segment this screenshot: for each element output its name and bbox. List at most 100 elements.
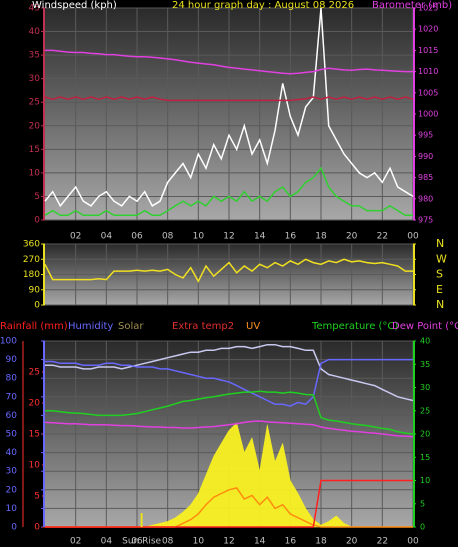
y2-tick-label: 1000	[418, 110, 438, 119]
y-tick-label: 90	[6, 355, 18, 365]
x-tick-label: 10	[193, 537, 205, 547]
y2-tick-label: S	[436, 268, 443, 281]
sunrise-label: Sun Rise	[122, 537, 161, 547]
y-tick-label: 25	[29, 98, 40, 108]
y2-tick-label: 5	[420, 499, 425, 508]
x-tick-label: 16	[285, 232, 297, 242]
y2-tick-label: 40	[420, 337, 430, 346]
line	[45, 49, 413, 75]
y-tick-label: 270	[23, 255, 40, 265]
x-tick-label: 18	[315, 232, 327, 242]
y2-tick-label: 15	[420, 453, 430, 462]
y-tick-label: 0	[34, 301, 40, 311]
y-tick-label: 35	[29, 51, 40, 61]
y-tick-label: 80	[6, 374, 18, 384]
line	[44, 166, 413, 217]
y2-tick-label: W	[436, 252, 447, 265]
x-tick-label: 16	[285, 537, 297, 547]
x-tick-label: 14	[254, 537, 266, 547]
barometer-label: Barometer (mb)	[372, 0, 452, 11]
x-tick-label: 14	[254, 232, 266, 242]
y-tick-label: 10	[29, 168, 41, 178]
header-dew: Dew Point (°C)	[392, 321, 458, 332]
y-tick-label: 20	[6, 485, 18, 495]
y-tick-label: 40	[29, 27, 41, 37]
y3-tick-label: 25	[29, 368, 40, 378]
chart-title: 24 hour graph day : August 08 2026	[172, 0, 354, 11]
y-tick-label: 15	[29, 145, 40, 155]
line	[45, 358, 413, 407]
y3-tick-label: 20	[29, 399, 41, 409]
y2-tick-label: 0	[420, 523, 425, 532]
y2-tick-label: 985	[418, 173, 433, 182]
line	[44, 96, 414, 102]
x-tick-label: 06	[131, 537, 143, 547]
y2-tick-label: 995	[418, 131, 433, 140]
x-tick-label: 18	[315, 537, 327, 547]
y2-tick-label: 1010	[418, 67, 438, 76]
y-tick-label: 360	[23, 240, 40, 250]
y2-tick-label: 20	[420, 430, 430, 439]
y2-tick-label: 10	[420, 476, 430, 485]
x-tick-label: 12	[223, 232, 234, 242]
y2-tick-label: 1020	[418, 25, 438, 34]
y2-tick-label: 980	[418, 194, 433, 203]
line	[45, 479, 413, 528]
y2-tick-label: 1005	[418, 88, 438, 97]
x-tick-label: 04	[101, 232, 113, 242]
y-tick-label: 60	[6, 411, 18, 421]
y-tick-label: 50	[6, 430, 18, 440]
y-tick-label: 0	[11, 523, 17, 533]
y-tick-label: 30	[29, 74, 41, 84]
header-temp: Temperature (°C)	[311, 321, 398, 332]
y-tick-label: 100	[0, 337, 17, 347]
x-tick-label: 06	[131, 232, 143, 242]
y2-tick-label: 30	[420, 383, 430, 392]
y2-tick-label: 35	[420, 360, 430, 369]
line	[45, 390, 414, 435]
x-tick-label: 12	[223, 537, 234, 547]
y2-tick-label: N	[436, 237, 444, 250]
y-tick-label: 5	[34, 192, 40, 202]
plots: 02 04 06 08 10 12 14 16 18 20 22 000510152025303540…	[0, 4, 447, 547]
y-tick-label: 70	[6, 392, 18, 402]
x-tick-label: 22	[377, 232, 388, 242]
line	[44, 7, 414, 208]
y-tick-label: 10	[6, 504, 18, 514]
line	[44, 420, 414, 438]
x-tick-label: 00	[407, 232, 419, 242]
y-tick-label: 45	[29, 4, 40, 14]
x-tick-label: 04	[101, 537, 113, 547]
y2-tick-label: 25	[420, 406, 430, 415]
x-tick-label: 22	[377, 537, 388, 547]
line	[45, 343, 414, 402]
y2-tick-label: 975	[418, 216, 433, 225]
wind-label: Windspeed (kph)	[32, 0, 117, 11]
header-uv: UV	[246, 321, 260, 332]
x-tick-label: 02	[70, 232, 81, 242]
line	[44, 258, 413, 283]
y-tick-label: 20	[29, 121, 41, 131]
y-tick-label: 30	[6, 467, 18, 477]
y3-tick-label: 5	[34, 492, 40, 502]
y-tick-label: 180	[23, 270, 40, 280]
x-tick-label: 08	[162, 537, 174, 547]
y3-tick-label: 10	[29, 461, 41, 471]
y3-tick-label: 15	[29, 430, 40, 440]
y-tick-label: 90	[29, 285, 41, 295]
y-tick-label: 0	[34, 216, 40, 226]
x-tick-label: 08	[162, 232, 174, 242]
y-tick-label: 40	[6, 448, 18, 458]
y2-tick-label: 990	[418, 152, 433, 161]
x-tick-label: 10	[193, 232, 205, 242]
y2-tick-label: 1025	[418, 4, 438, 13]
y2-tick-label: N	[436, 298, 444, 311]
x-tick-label: 02	[70, 537, 81, 547]
header-extra: Extra temp2	[172, 321, 234, 332]
header-solar: Solar	[118, 321, 144, 332]
y3-tick-label: 0	[34, 523, 40, 533]
x-tick-label: 00	[407, 537, 419, 547]
header-humidity: Humidity	[68, 321, 113, 332]
